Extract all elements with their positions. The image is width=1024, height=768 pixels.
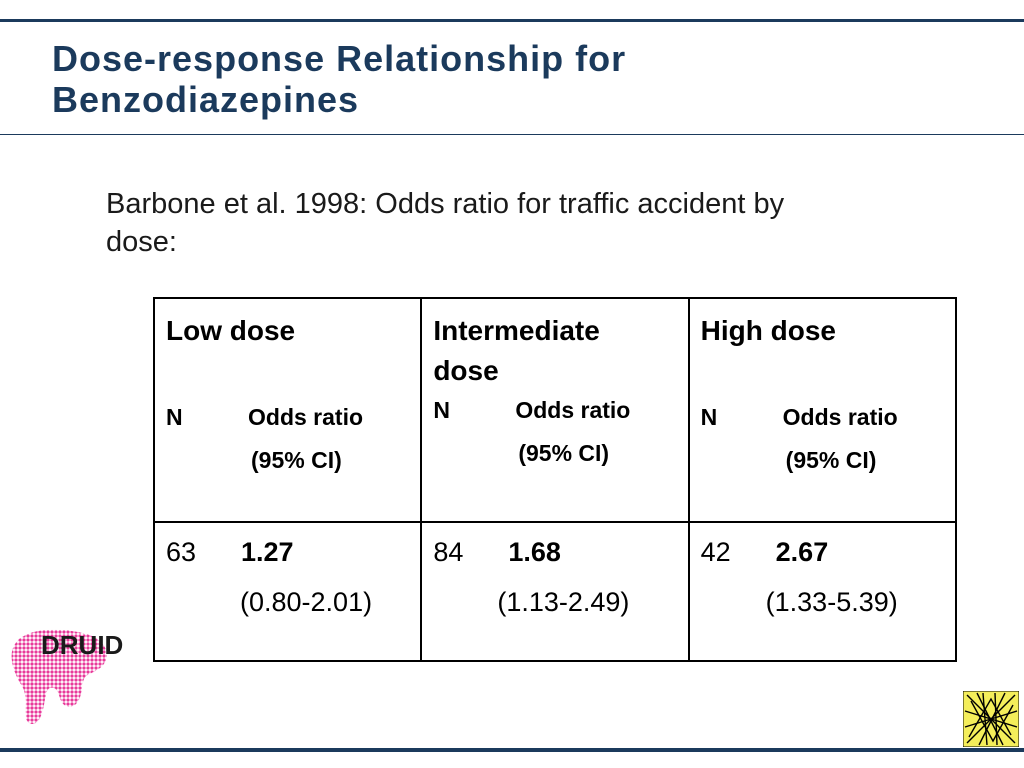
header-title-line-1: Intermediate bbox=[433, 315, 600, 346]
n-label: N bbox=[433, 397, 450, 423]
ci-label: (95% CI) bbox=[251, 447, 342, 473]
ci-value: (1.13-2.49) bbox=[497, 587, 630, 617]
odds-ratio-label: Odds ratio bbox=[782, 404, 898, 430]
odds-ratio-value: 2.67 bbox=[775, 537, 829, 567]
table-header-row: Low dose N Odds ratio (95% CI) Intermedi… bbox=[152, 297, 958, 523]
header-title-line-2: dose bbox=[433, 355, 499, 386]
ci-value: (1.33-5.39) bbox=[765, 587, 898, 617]
title-rule bbox=[0, 134, 1024, 135]
odds-ratio-label: Odds ratio bbox=[248, 404, 364, 430]
header-title-line-1: High dose bbox=[700, 315, 836, 346]
header-cell-intermediate-dose: Intermediate dose N Odds ratio (95% CI) bbox=[420, 297, 690, 523]
subtitle-line-2: dose: bbox=[106, 226, 177, 258]
n-label: N bbox=[166, 404, 183, 430]
druid-logo-text: DRUID bbox=[41, 630, 123, 660]
data-cell-intermediate-dose: 84 1.68 (1.13-2.49) bbox=[420, 521, 690, 662]
n-value: 84 bbox=[433, 537, 464, 567]
odds-ratio-value: 1.68 bbox=[508, 537, 561, 567]
header-cell-low-dose: Low dose N Odds ratio (95% CI) bbox=[152, 297, 423, 523]
odds-ratio-label: Odds ratio bbox=[515, 397, 631, 423]
druid-logo: DRUID bbox=[11, 629, 123, 724]
slide-title-line-2: Benzodiazepines bbox=[52, 79, 360, 120]
slide-title-line-1: Dose-response Relationship for bbox=[52, 38, 627, 79]
dose-table: Low dose N Odds ratio (95% CI) Intermedi… bbox=[152, 297, 958, 662]
ci-label: (95% CI) bbox=[785, 447, 877, 473]
slide-title: Dose-response Relationship for Benzodiaz… bbox=[52, 38, 626, 120]
ci-label: (95% CI) bbox=[518, 440, 610, 466]
top-rule bbox=[0, 19, 1024, 22]
table-data-row: 63 1.27 (0.80-2.01) 84 1.68 (1.13-2.49) … bbox=[152, 521, 958, 662]
corner-logo bbox=[963, 691, 1019, 747]
header-title: Low dose bbox=[166, 311, 406, 351]
n-label: N bbox=[700, 404, 718, 430]
header-title: Intermediate dose bbox=[433, 311, 673, 391]
n-value: 63 bbox=[166, 537, 197, 567]
header-title: High dose bbox=[701, 311, 941, 351]
data-cell-high-dose: 42 2.67 (1.33-5.39) bbox=[687, 521, 958, 662]
slide-subtitle: Barbone et al. 1998: Odds ratio for traf… bbox=[106, 185, 926, 261]
subtitle-line-1: Barbone et al. 1998: Odds ratio for traf… bbox=[106, 188, 785, 220]
header-cell-high-dose: High dose N Odds ratio (95% CI) bbox=[687, 297, 958, 523]
odds-ratio-value: 1.27 bbox=[241, 537, 294, 567]
header-title-line-1: Low dose bbox=[166, 315, 296, 346]
data-cell-low-dose: 63 1.27 (0.80-2.01) bbox=[152, 521, 423, 662]
n-value: 42 bbox=[700, 537, 731, 567]
bottom-rule bbox=[0, 748, 1024, 752]
ci-value: (0.80-2.01) bbox=[240, 587, 373, 617]
